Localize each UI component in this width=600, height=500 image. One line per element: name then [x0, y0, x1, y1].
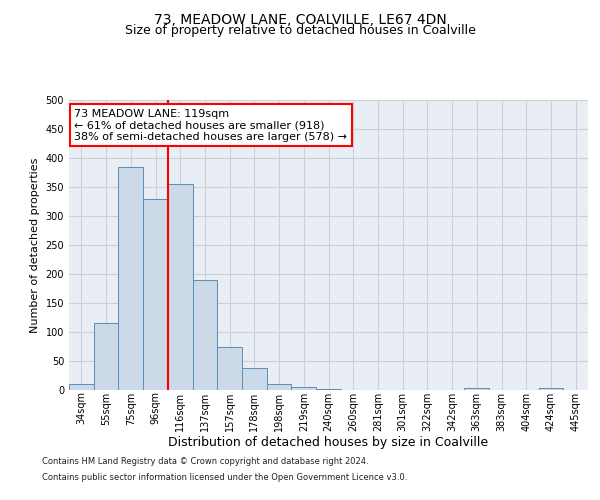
Bar — [168, 184, 193, 390]
X-axis label: Distribution of detached houses by size in Coalville: Distribution of detached houses by size … — [169, 436, 488, 450]
Bar — [464, 388, 489, 390]
Text: Contains HM Land Registry data © Crown copyright and database right 2024.: Contains HM Land Registry data © Crown c… — [42, 458, 368, 466]
Bar — [242, 368, 267, 390]
Text: 73 MEADOW LANE: 119sqm
← 61% of detached houses are smaller (918)
38% of semi-de: 73 MEADOW LANE: 119sqm ← 61% of detached… — [74, 108, 347, 142]
Bar — [193, 280, 217, 390]
Text: Size of property relative to detached houses in Coalville: Size of property relative to detached ho… — [125, 24, 475, 37]
Bar — [94, 324, 118, 390]
Bar — [292, 386, 316, 390]
Bar — [267, 384, 292, 390]
Bar — [118, 166, 143, 390]
Bar — [69, 384, 94, 390]
Bar — [217, 346, 242, 390]
Text: Contains public sector information licensed under the Open Government Licence v3: Contains public sector information licen… — [42, 472, 407, 482]
Bar — [143, 198, 168, 390]
Text: 73, MEADOW LANE, COALVILLE, LE67 4DN: 73, MEADOW LANE, COALVILLE, LE67 4DN — [154, 12, 446, 26]
Y-axis label: Number of detached properties: Number of detached properties — [30, 158, 40, 332]
Bar — [539, 388, 563, 390]
